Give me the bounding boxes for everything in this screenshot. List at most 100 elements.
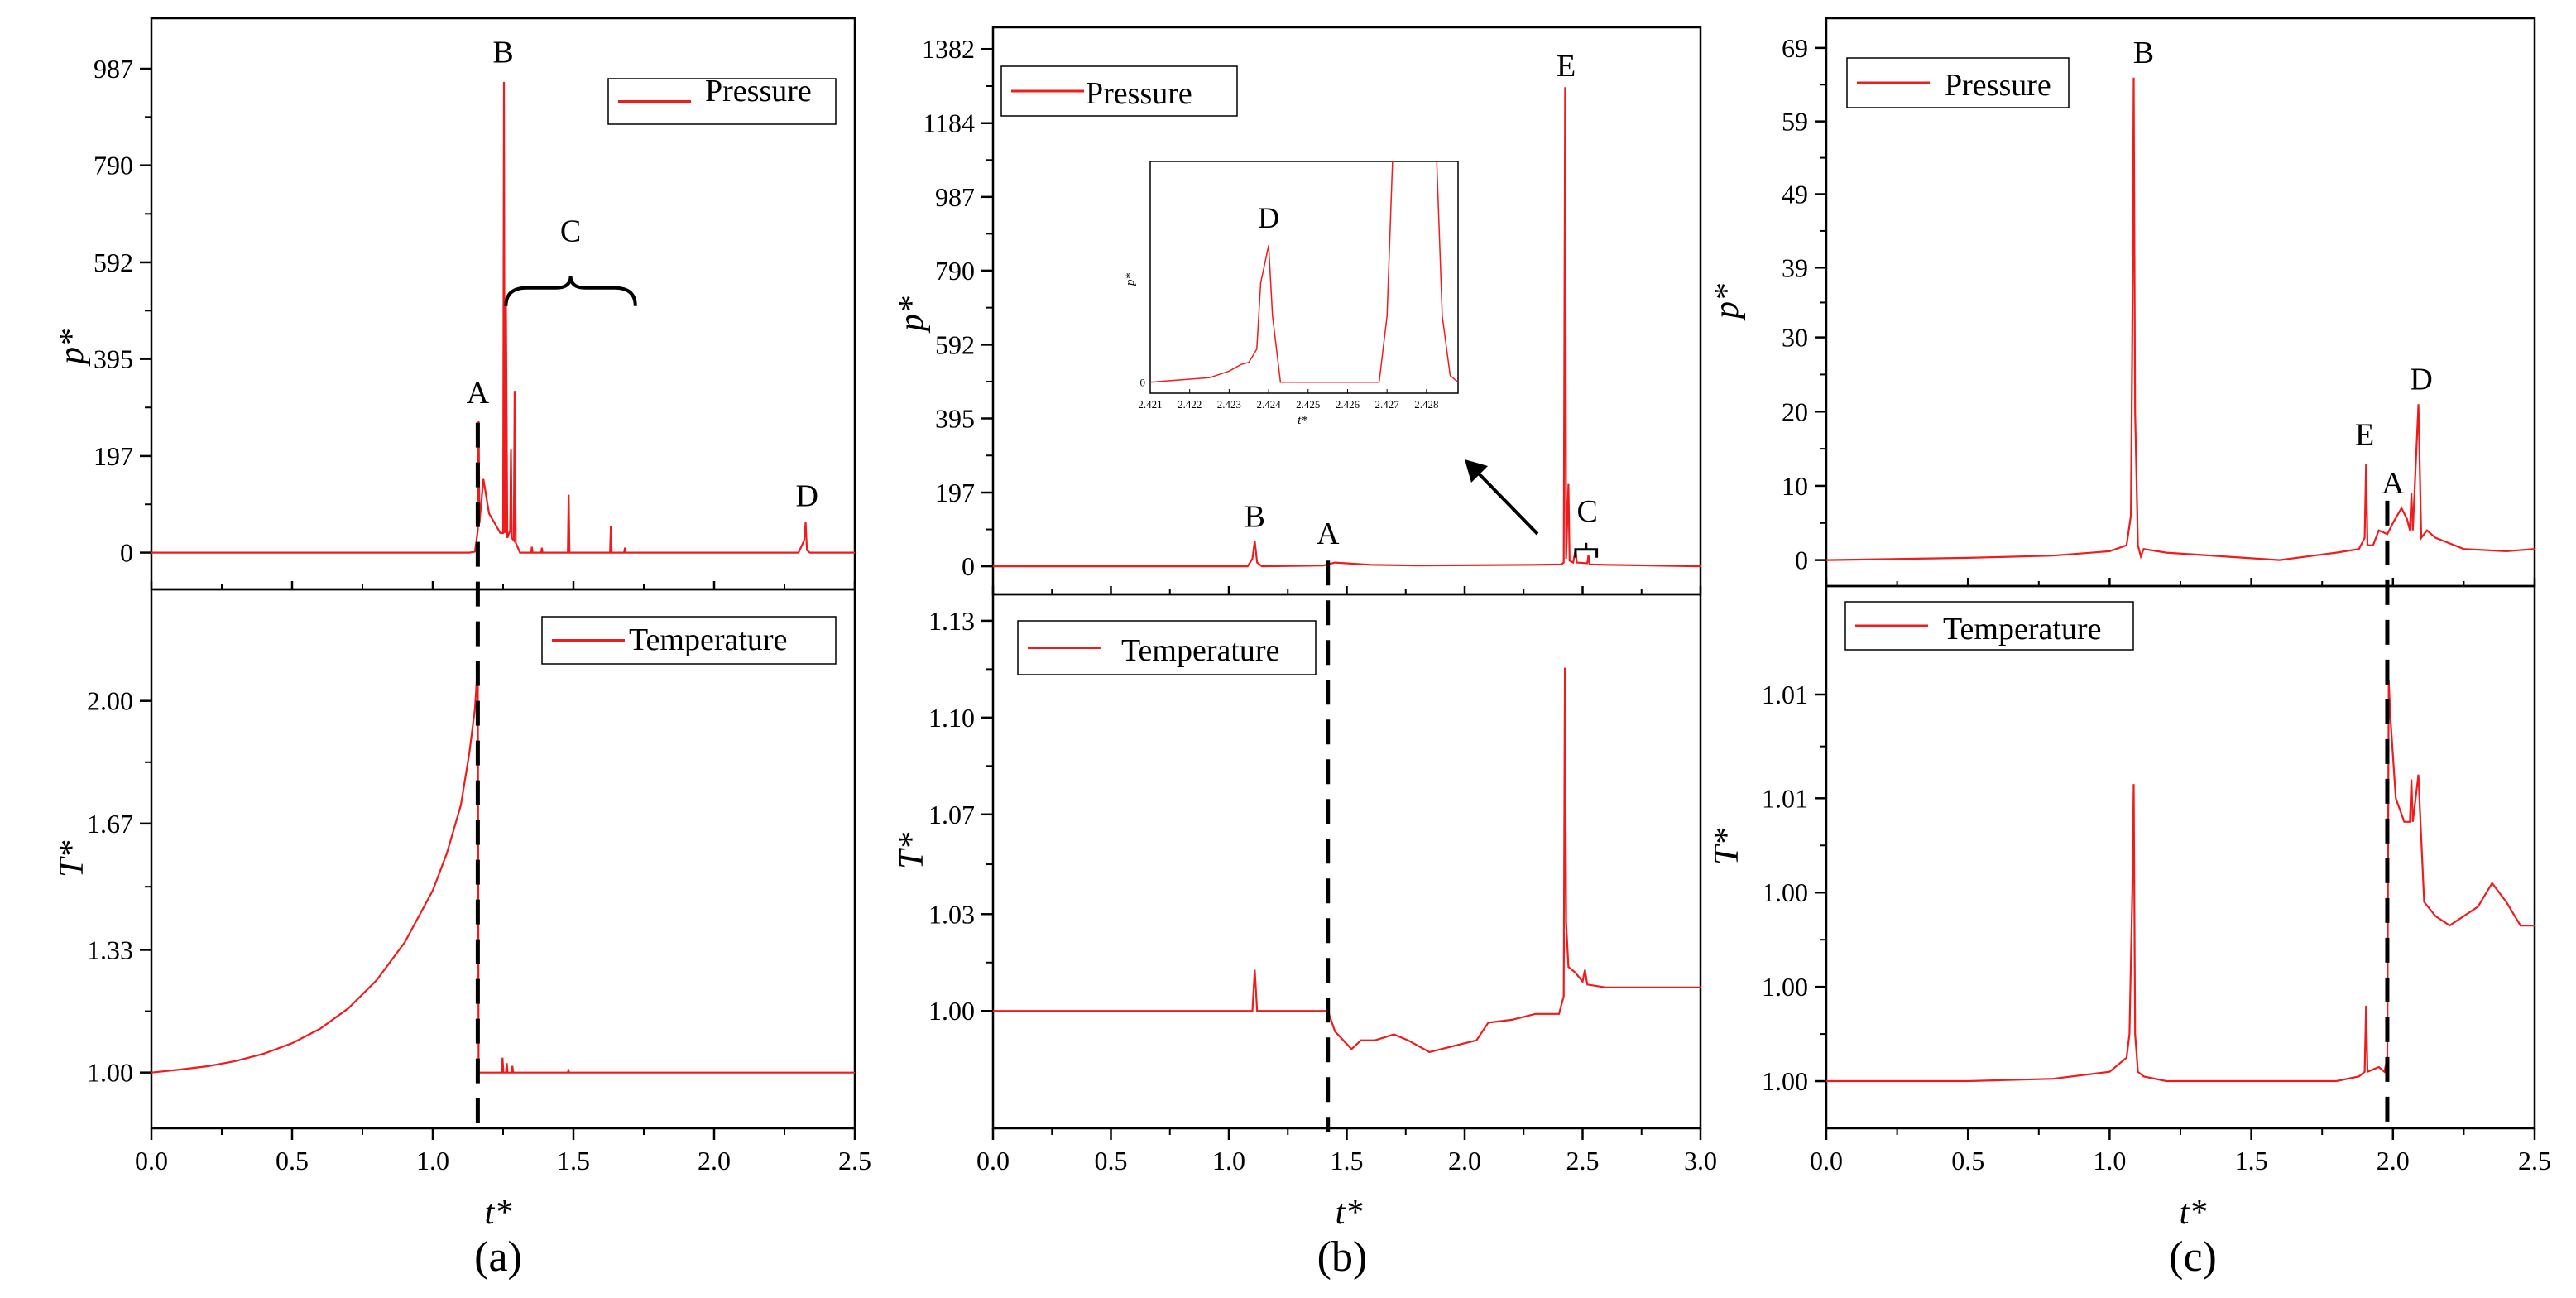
annotation-B: B: [1245, 500, 1265, 535]
x-tick-label: 1.0: [416, 1146, 449, 1175]
inset-x-tick-label: 2.424: [1256, 398, 1281, 411]
bottom-plot-contents: 1.00 1.33 1.67 2.00 0.0 0.5 1.0 1.5 2.0 2.5: [87, 588, 871, 1175]
y-axis-label-t-star: T*: [1708, 829, 1746, 865]
y-tick-label: 1.00: [928, 996, 975, 1026]
bottom-plot-contents: 1.00 1.00 1.00 1.01 1.01 0.0 0.5 1.0 1.5 2.0 2.5: [1762, 584, 2551, 1175]
y-tick-label: 1.00: [1762, 877, 1808, 907]
inset-x-tick-label: 2.428: [1414, 398, 1438, 411]
annotation-C: C: [1577, 494, 1598, 529]
top-legend-box: [607, 78, 837, 125]
legend-label-temperature: Temperature: [1121, 633, 1279, 668]
inset-x-tick-label: 2.425: [1296, 398, 1320, 411]
y-tick-label: 987: [935, 182, 975, 212]
panel-c: 0 10 20 30 39 49 59 69 B EA D 1.00 1.00 1.00 1.01 1.01 0…: [1708, 17, 2551, 1281]
bottom-plot-contents: 1.00 1.03 1.07 1.10 1.13 0.0 0.5 1.0 1.5 2.0 2.5 3.…: [928, 593, 1717, 1175]
y-tick-label: 395: [935, 403, 975, 433]
legend-label-pressure: Pressure: [1945, 68, 2051, 103]
inset-x-axis-label: t*: [1298, 414, 1307, 427]
legend-label-pressure: Pressure: [1086, 76, 1192, 111]
pressure-series-line: [993, 87, 1701, 568]
annotation-A: A: [467, 376, 490, 411]
panel-label-a: (a): [474, 1233, 522, 1281]
x-tick-label: 0.0: [135, 1146, 168, 1175]
bottom-legend-box: [1017, 620, 1317, 675]
y-tick-label: 790: [935, 256, 975, 286]
y-tick-label: 0: [120, 538, 133, 568]
bottom-legend-box: [541, 616, 837, 665]
y-axis-label-t-star: T*: [893, 833, 931, 869]
temperature-series-line: [1826, 680, 2535, 1083]
y-axis-label-p-star: p*: [53, 329, 91, 367]
top-legend-box: [1000, 65, 1238, 117]
y-axis-label-t-star: T*: [53, 841, 91, 877]
x-tick-label: 0.0: [1810, 1146, 1843, 1175]
x-tick-label: 1.5: [557, 1146, 590, 1175]
y-tick-label: 1.10: [928, 703, 975, 733]
x-tick-label: 1.0: [1212, 1146, 1245, 1175]
x-tick-label: 3.0: [1684, 1146, 1717, 1175]
y-tick-label: 0: [962, 551, 975, 581]
y-tick-label: 1.00: [1762, 1066, 1808, 1096]
legend-label-pressure: Pressure: [705, 74, 812, 108]
top-plot-contents: 0 10 20 30 39 49 59 69 B EA D: [1782, 17, 2536, 588]
panel-label-c: (c): [2169, 1233, 2217, 1281]
inset-x-tick-label: 2.423: [1217, 398, 1241, 411]
inset-x-tick-label: 2.422: [1178, 398, 1202, 411]
x-axis-label-t-star: t*: [485, 1194, 512, 1232]
panel-a: 0 197 395 592 790 987 B C A D 1.00 1.33 1.67 2.00 0.0 0…: [53, 17, 871, 1281]
inset-series-line: [1150, 161, 1458, 383]
inset-arrow-head-icon: [1465, 459, 1488, 483]
annotation-C: C: [560, 214, 581, 248]
y-tick-label: 1.01: [1762, 680, 1808, 709]
x-tick-label: 1.5: [1331, 1146, 1364, 1175]
y-axis-label-p-star: p*: [1708, 284, 1746, 321]
x-tick-label: 0.5: [1095, 1146, 1128, 1175]
inset-arrow-shaft: [1473, 468, 1539, 536]
bottom-plot-frame: [150, 588, 856, 1130]
x-tick-label: 2.0: [2377, 1146, 2410, 1175]
y-tick-label: 1.13: [928, 606, 975, 636]
x-tick-label: 0.5: [1951, 1146, 1984, 1175]
y-tick-label: 1.03: [928, 899, 975, 929]
y-tick-label: 1.33: [87, 935, 133, 964]
y-tick-label: 0: [1795, 546, 1808, 575]
top-plot-contents: 0 197 395 592 790 987 1184 1382 E B A C: [922, 26, 1702, 596]
legend-label-temperature: Temperature: [1943, 612, 2101, 647]
inset-plot: 2.421 2.422 2.423 2.424 2.425 2.426 2.427 2.428…: [1138, 161, 1459, 411]
y-tick-label: 987: [94, 54, 133, 84]
y-tick-label: 20: [1782, 397, 1808, 426]
annotation-B: B: [492, 35, 513, 70]
x-tick-label: 1.5: [2235, 1146, 2268, 1175]
annotation-E: E: [1557, 49, 1576, 84]
inset-x-tick-label: 2.421: [1138, 398, 1162, 411]
y-tick-label: 69: [1782, 33, 1808, 63]
y-tick-label: 1.00: [87, 1058, 133, 1088]
annotation-D: D: [2410, 362, 2432, 397]
y-tick-label: 197: [935, 478, 975, 507]
inset-x-tick-label: 2.427: [1375, 398, 1400, 411]
x-tick-label: 2.5: [1566, 1146, 1600, 1175]
inset-y-tick-label: 0: [1140, 377, 1146, 389]
y-tick-label: 592: [935, 329, 975, 359]
y-axis-label-p-star: p*: [893, 296, 931, 334]
x-tick-label: 2.5: [2518, 1146, 2551, 1175]
top-legend-box: [1846, 57, 2070, 108]
x-tick-label: 2.0: [698, 1146, 731, 1175]
x-tick-label: 0.5: [276, 1146, 309, 1175]
top-plot-frame: [1825, 17, 2536, 588]
y-tick-label: 2.00: [87, 686, 133, 716]
pressure-series-line: [1826, 77, 2535, 561]
c-bracket-icon: [1574, 542, 1599, 558]
x-tick-label: 1.0: [2093, 1146, 2126, 1175]
inset-y-axis-label: p*: [1124, 273, 1137, 287]
inset-frame: [1149, 161, 1459, 394]
annotation-D: D: [1258, 201, 1279, 234]
panel-label-b: (b): [1317, 1233, 1368, 1281]
bottom-plot-frame: [1825, 584, 2536, 1130]
inset-x-tick-label: 2.426: [1336, 398, 1360, 411]
y-tick-label: 395: [94, 344, 133, 374]
x-axis-label-t-star: t*: [1336, 1194, 1363, 1232]
annotation-A: A: [2382, 466, 2405, 501]
annotation-A: A: [1317, 517, 1340, 551]
